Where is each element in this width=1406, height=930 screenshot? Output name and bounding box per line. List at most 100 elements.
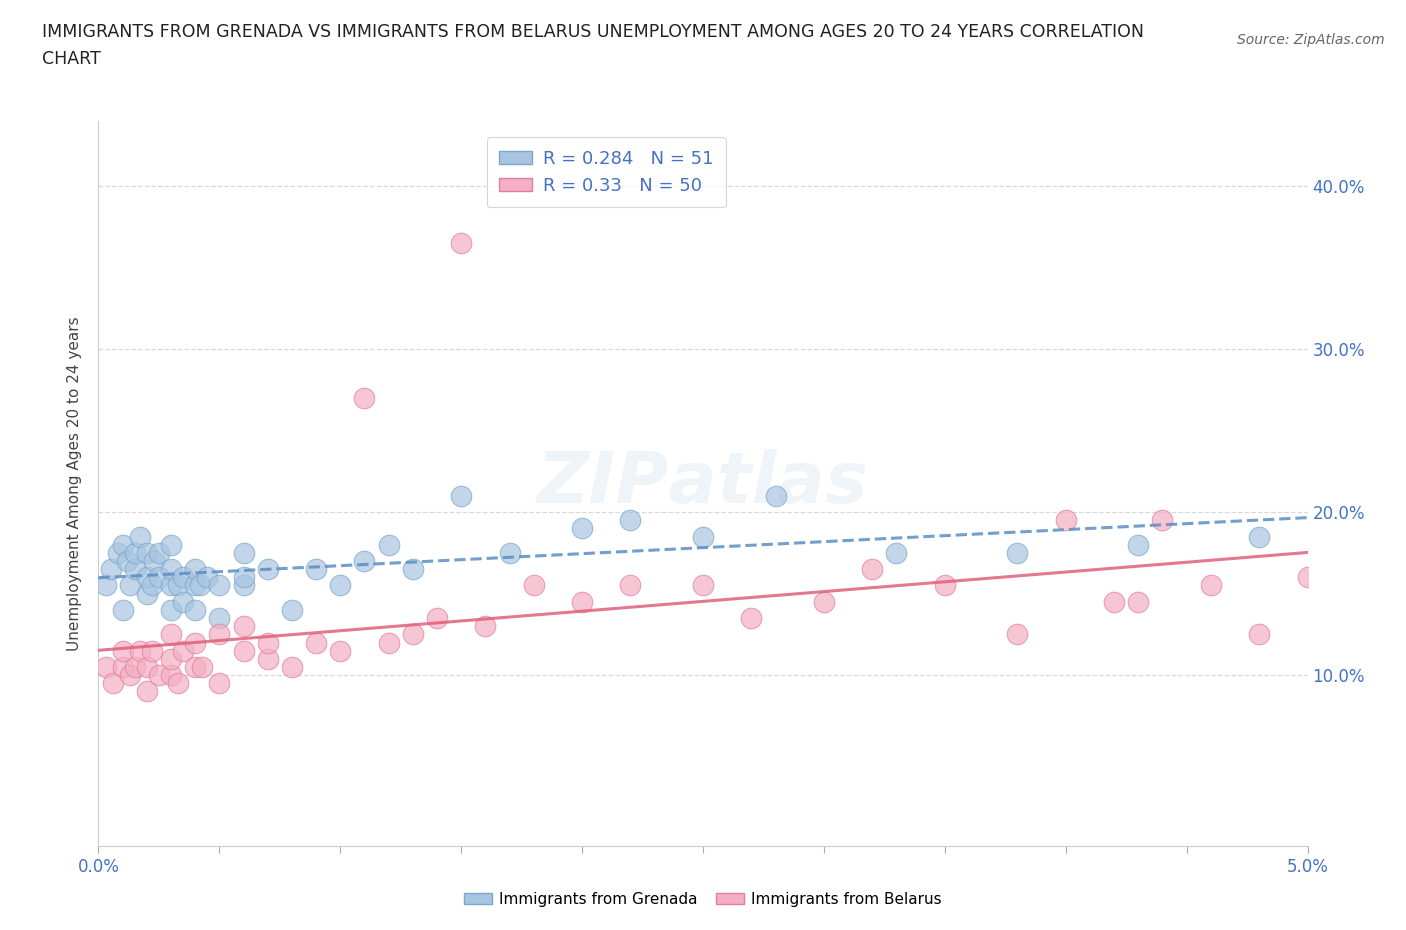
Point: [353, 391, 375, 405]
Legend: Immigrants from Grenada, Immigrants from Belarus: Immigrants from Grenada, Immigrants from…: [458, 886, 948, 913]
Point: [523, 578, 546, 593]
Point: [148, 570, 170, 585]
Point: [135, 659, 157, 674]
Point: [167, 578, 190, 593]
Point: [377, 635, 399, 650]
Point: [1249, 529, 1271, 544]
Point: [172, 570, 194, 585]
Point: [1128, 538, 1150, 552]
Point: [571, 594, 593, 609]
Point: [160, 578, 183, 593]
Point: [208, 611, 231, 626]
Point: [188, 578, 211, 593]
Point: [619, 578, 641, 593]
Point: [160, 538, 183, 552]
Point: [1199, 578, 1222, 593]
Point: [305, 635, 328, 650]
Y-axis label: Unemployment Among Ages 20 to 24 years: Unemployment Among Ages 20 to 24 years: [67, 316, 83, 651]
Point: [135, 586, 157, 601]
Point: [1296, 570, 1319, 585]
Point: [172, 594, 194, 609]
Point: [934, 578, 956, 593]
Point: [619, 512, 641, 527]
Point: [124, 659, 146, 674]
Point: [886, 545, 908, 560]
Point: [813, 594, 835, 609]
Point: [128, 644, 150, 658]
Point: [111, 603, 134, 618]
Point: [1152, 512, 1174, 527]
Point: [160, 668, 183, 683]
Point: [256, 562, 278, 577]
Point: [101, 676, 124, 691]
Point: [402, 627, 425, 642]
Point: [740, 611, 762, 626]
Point: [450, 235, 472, 250]
Point: [141, 578, 163, 593]
Point: [148, 668, 170, 683]
Point: [1007, 545, 1029, 560]
Point: [329, 644, 352, 658]
Point: [184, 659, 207, 674]
Point: [128, 529, 150, 544]
Legend: R = 0.284   N = 51, R = 0.33   N = 50: R = 0.284 N = 51, R = 0.33 N = 50: [486, 138, 725, 207]
Point: [100, 562, 122, 577]
Point: [765, 488, 787, 503]
Point: [184, 635, 207, 650]
Text: ZIP​atlas: ZIP​atlas: [537, 449, 869, 518]
Point: [107, 545, 129, 560]
Point: [135, 545, 157, 560]
Point: [208, 578, 231, 593]
Point: [94, 578, 117, 593]
Point: [692, 578, 714, 593]
Point: [232, 545, 254, 560]
Point: [160, 562, 183, 577]
Point: [402, 562, 425, 577]
Point: [305, 562, 328, 577]
Point: [232, 570, 254, 585]
Point: [208, 627, 231, 642]
Point: [281, 659, 304, 674]
Point: [426, 611, 449, 626]
Point: [353, 553, 375, 568]
Point: [692, 529, 714, 544]
Point: [172, 644, 194, 658]
Point: [195, 570, 218, 585]
Point: [111, 538, 134, 552]
Point: [256, 651, 278, 666]
Point: [450, 488, 472, 503]
Point: [1249, 627, 1271, 642]
Point: [208, 676, 231, 691]
Point: [377, 538, 399, 552]
Point: [232, 644, 254, 658]
Point: [1007, 627, 1029, 642]
Point: [124, 562, 146, 577]
Point: [281, 603, 304, 618]
Point: [141, 644, 163, 658]
Point: [1054, 512, 1077, 527]
Point: [111, 659, 134, 674]
Point: [184, 562, 207, 577]
Text: IMMIGRANTS FROM GRENADA VS IMMIGRANTS FROM BELARUS UNEMPLOYMENT AMONG AGES 20 TO: IMMIGRANTS FROM GRENADA VS IMMIGRANTS FR…: [42, 23, 1144, 68]
Point: [184, 603, 207, 618]
Point: [124, 545, 146, 560]
Point: [135, 570, 157, 585]
Point: [184, 578, 207, 593]
Text: Source: ZipAtlas.com: Source: ZipAtlas.com: [1237, 33, 1385, 46]
Point: [1128, 594, 1150, 609]
Point: [191, 659, 214, 674]
Point: [117, 553, 139, 568]
Point: [167, 676, 190, 691]
Point: [143, 553, 166, 568]
Point: [135, 684, 157, 698]
Point: [329, 578, 352, 593]
Point: [111, 644, 134, 658]
Point: [118, 668, 141, 683]
Point: [232, 578, 254, 593]
Point: [232, 618, 254, 633]
Point: [148, 545, 170, 560]
Point: [256, 635, 278, 650]
Point: [860, 562, 883, 577]
Point: [118, 578, 141, 593]
Point: [1102, 594, 1125, 609]
